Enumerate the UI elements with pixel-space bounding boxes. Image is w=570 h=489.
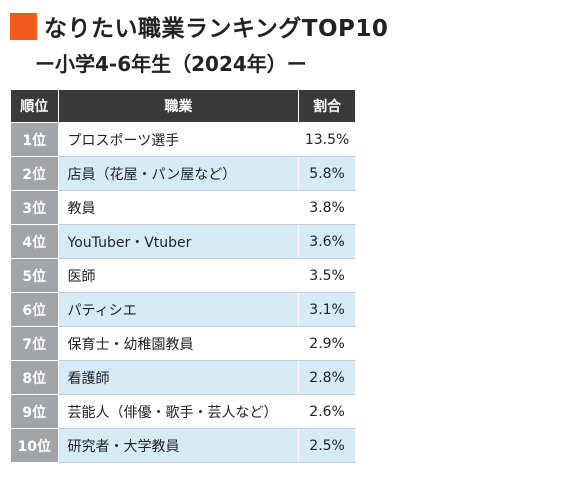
title-row: なりたい職業ランキングTOP10 — [10, 11, 389, 42]
title-accent-square — [10, 12, 37, 40]
table-row: 2位 店員（花屋・パン屋など） 5.8% — [10, 156, 356, 191]
share-cell: 2.9% — [298, 326, 356, 361]
rank-cell: 7位 — [10, 326, 59, 361]
column-header-rank: 順位 — [10, 89, 59, 123]
rank-cell: 5位 — [10, 258, 59, 293]
share-cell: 3.1% — [298, 292, 356, 327]
share-cell: 5.8% — [298, 156, 356, 191]
share-cell: 13.5% — [298, 122, 356, 157]
rank-cell: 1位 — [10, 122, 59, 157]
job-cell: 教員 — [57, 190, 300, 225]
table-row: 4位 YouTuber・Vtuber 3.6% — [10, 224, 356, 259]
share-cell: 3.5% — [298, 258, 356, 293]
table-header-row: 順位 職業 割合 — [10, 89, 356, 123]
chart-title: なりたい職業ランキングTOP10 — [44, 16, 389, 42]
rank-cell: 10位 — [10, 428, 59, 463]
share-cell: 2.6% — [298, 394, 356, 429]
job-cell: 店員（花屋・パン屋など） — [57, 156, 300, 191]
table-row: 6位 パティシエ 3.1% — [10, 292, 356, 327]
table-row: 7位 保育士・幼稚園教員 2.9% — [10, 326, 356, 361]
job-cell: 保育士・幼稚園教員 — [57, 326, 300, 361]
column-header-job: 職業 — [57, 89, 300, 123]
job-cell: 看護師 — [57, 360, 300, 395]
rank-cell: 6位 — [10, 292, 59, 327]
table-row: 5位 医師 3.5% — [10, 258, 356, 293]
table-body: 1位 プロスポーツ選手 13.5% 2位 店員（花屋・パン屋など） 5.8% 3位 教員 3.8… — [10, 122, 356, 463]
job-cell: 芸能人（俳優・歌手・芸人など） — [57, 394, 300, 429]
rank-cell: 8位 — [10, 360, 59, 395]
job-cell: 医師 — [57, 258, 300, 293]
share-cell: 3.8% — [298, 190, 356, 225]
column-header-share: 割合 — [298, 89, 356, 123]
job-cell: YouTuber・Vtuber — [57, 224, 300, 259]
share-cell: 2.5% — [298, 428, 356, 463]
share-cell: 2.8% — [298, 360, 356, 395]
rank-cell: 9位 — [10, 394, 59, 429]
table-row: 9位 芸能人（俳優・歌手・芸人など） 2.6% — [10, 394, 356, 429]
table-row: 8位 看護師 2.8% — [10, 360, 356, 395]
rank-cell: 2位 — [10, 156, 59, 191]
ranking-table: 順位 職業 割合 1位 プロスポーツ選手 13.5% 2位 店員（花屋・パン屋など） 5.… — [10, 89, 356, 463]
table-row: 10位 研究者・大学教員 2.5% — [10, 428, 356, 463]
rank-cell: 3位 — [10, 190, 59, 225]
share-cell: 3.6% — [298, 224, 356, 259]
rank-cell: 4位 — [10, 224, 59, 259]
chart-subtitle: ー小学4-6年生（2024年）ー — [35, 52, 307, 76]
table-row: 3位 教員 3.8% — [10, 190, 356, 225]
table-row: 1位 プロスポーツ選手 13.5% — [10, 122, 356, 157]
job-cell: プロスポーツ選手 — [57, 122, 300, 157]
job-cell: パティシエ — [57, 292, 300, 327]
job-cell: 研究者・大学教員 — [57, 428, 300, 463]
